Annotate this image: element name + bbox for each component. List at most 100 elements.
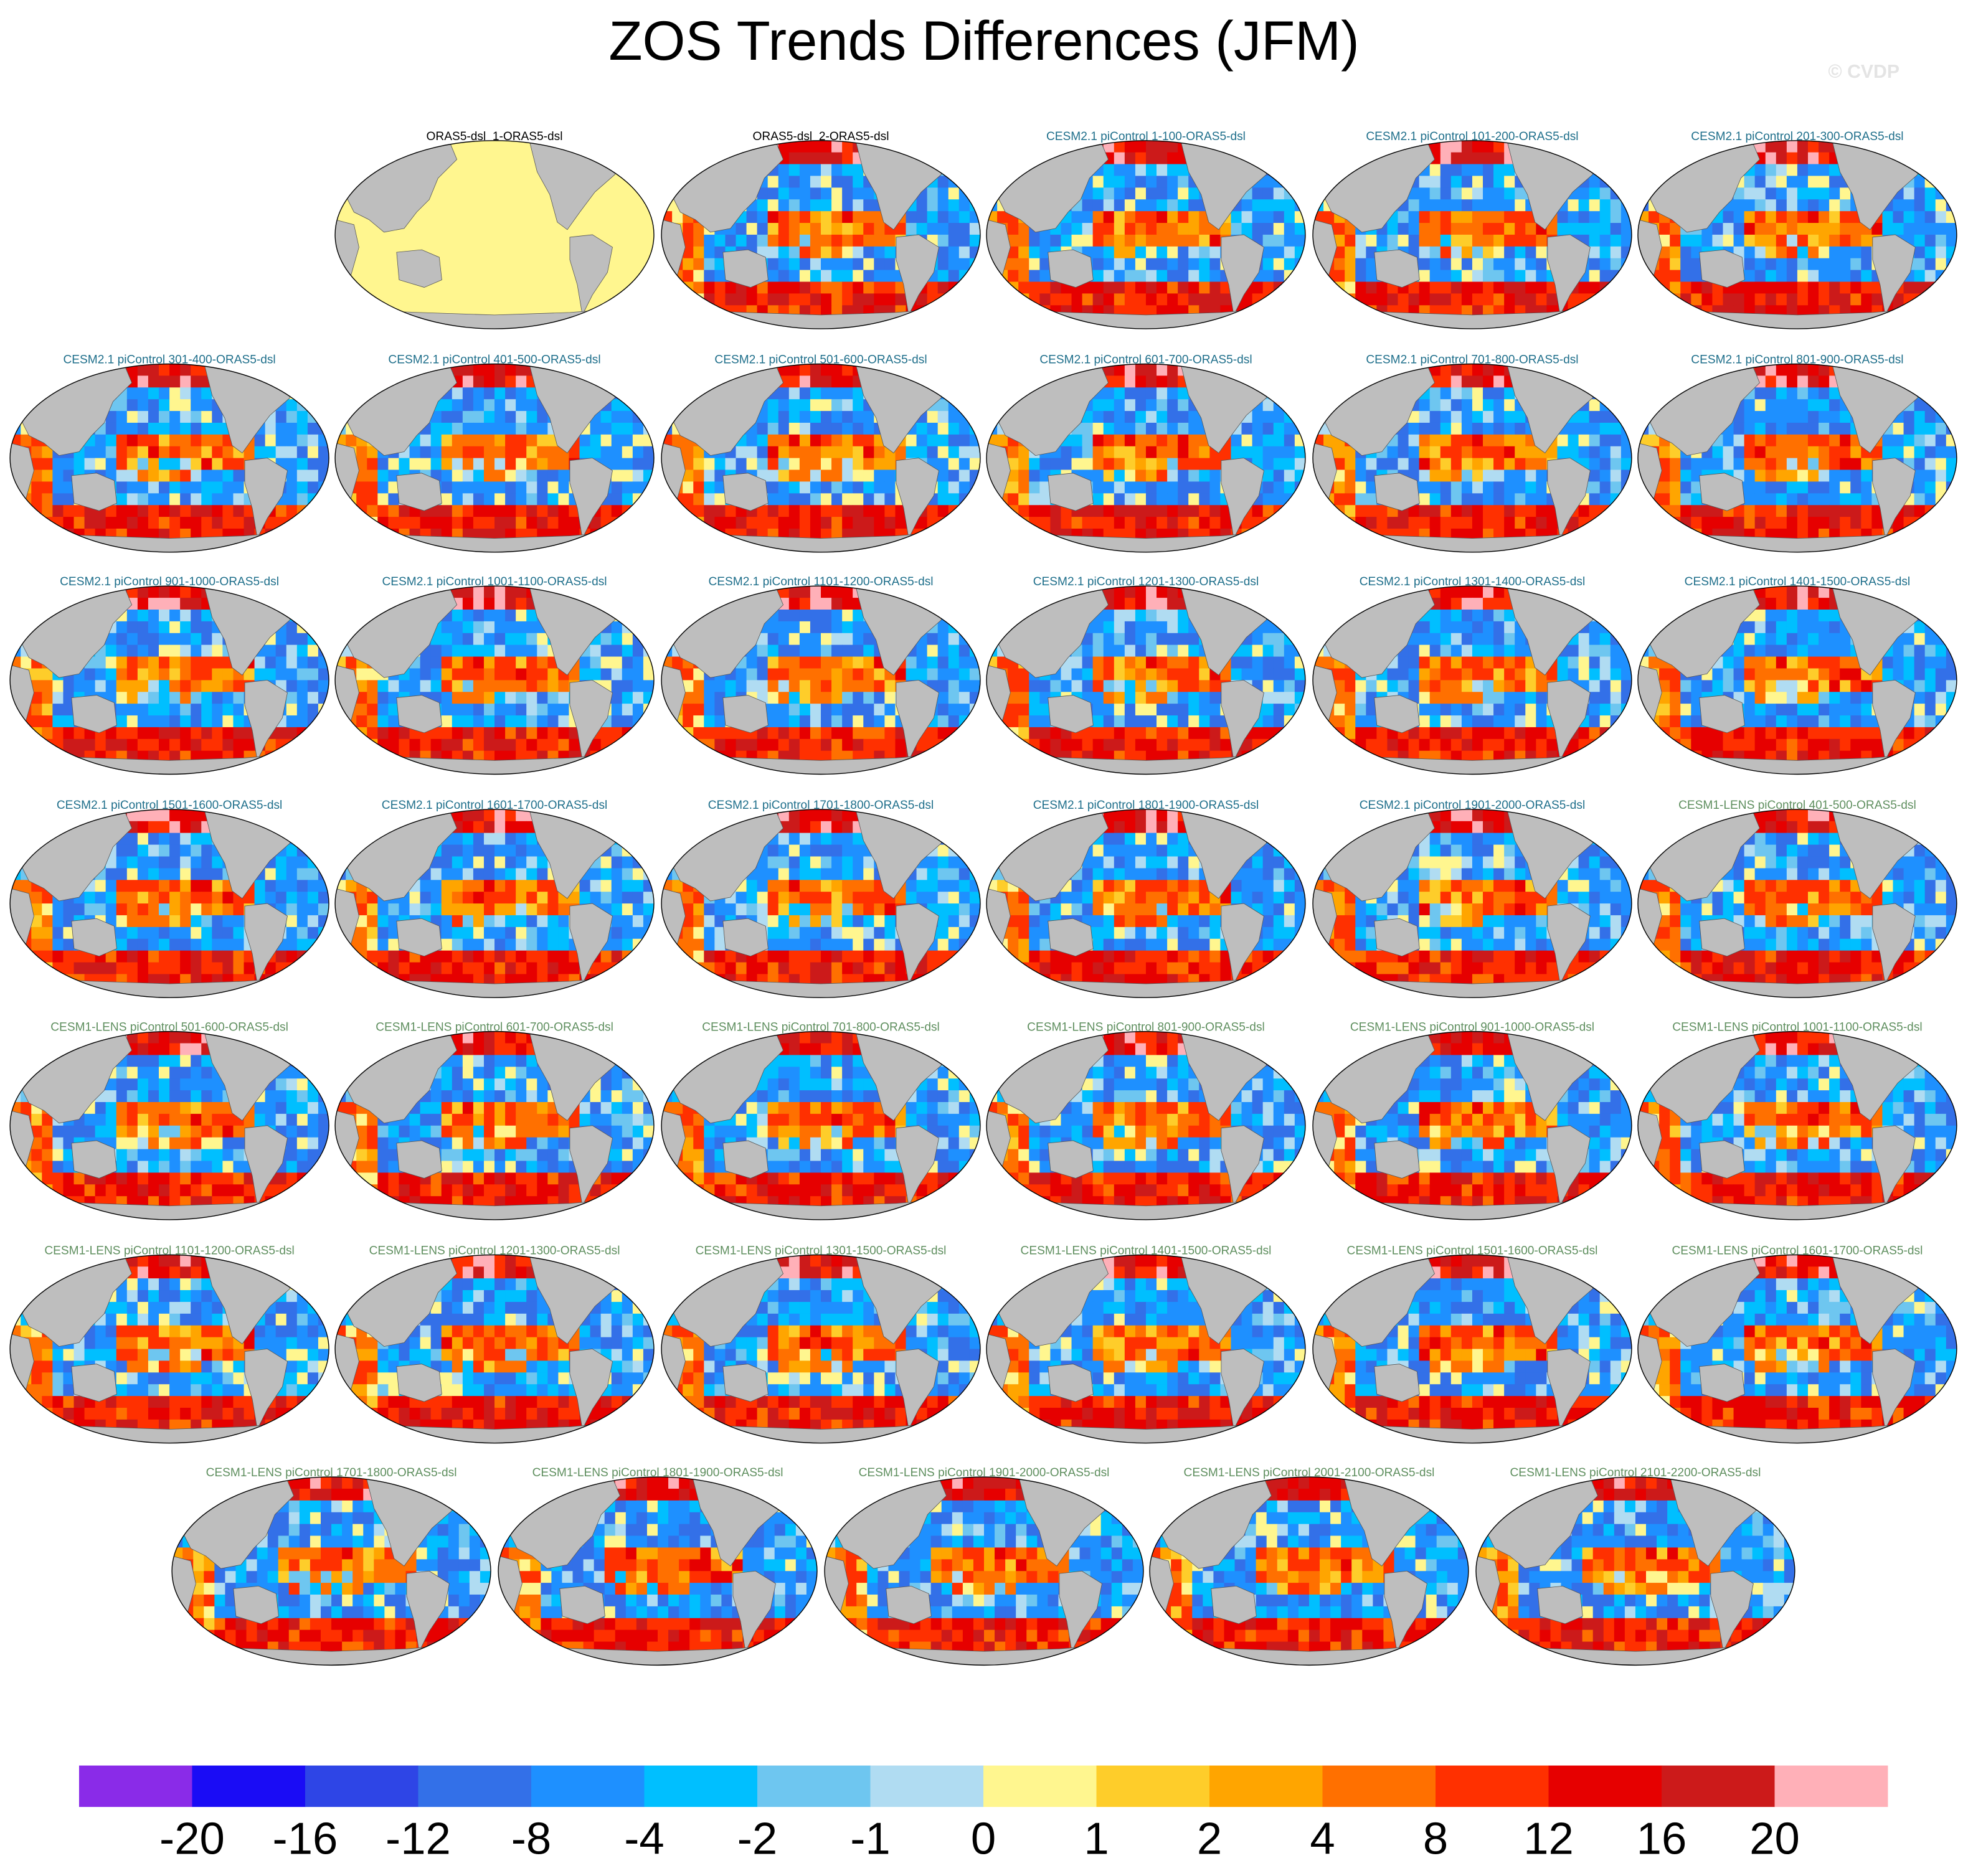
land xyxy=(569,234,613,316)
ocean-cell xyxy=(948,305,960,318)
ocean-cell xyxy=(1167,458,1178,471)
ocean-cell xyxy=(1935,529,1947,541)
ocean-cell xyxy=(473,517,485,529)
ocean-cell xyxy=(1733,199,1745,212)
ocean-cell xyxy=(1262,152,1274,165)
ocean-cell xyxy=(233,505,245,517)
ocean-cell xyxy=(1114,199,1125,212)
ocean-cell xyxy=(1546,517,1558,529)
ocean-cell xyxy=(1178,211,1189,224)
ocean-cell xyxy=(148,387,159,400)
ocean-cell xyxy=(1807,258,1819,271)
ocean-cell xyxy=(1776,481,1787,494)
ocean-cell xyxy=(1461,364,1473,376)
ocean-cell xyxy=(874,234,885,247)
ocean-cell xyxy=(1050,505,1062,517)
ocean-cell xyxy=(1345,270,1356,283)
ocean-cell xyxy=(356,458,367,471)
ocean-cell xyxy=(1273,140,1285,153)
ocean-cell xyxy=(558,481,570,494)
ocean-cell xyxy=(1819,493,1830,506)
ocean-cell xyxy=(1776,493,1787,506)
ocean-cell xyxy=(1124,234,1136,247)
ocean-cell xyxy=(1313,281,1324,294)
ocean-cell xyxy=(1387,317,1399,329)
ocean-cell xyxy=(853,446,864,459)
ocean-cell xyxy=(42,493,53,506)
ocean-cell xyxy=(1273,540,1285,552)
ocean-cell xyxy=(1914,434,1926,447)
ocean-cell xyxy=(683,364,694,376)
ocean-cell xyxy=(1334,164,1345,177)
ocean-cell xyxy=(1450,375,1462,388)
ocean-cell xyxy=(105,422,117,435)
ocean-cell xyxy=(1209,281,1221,294)
ocean-cell xyxy=(1273,164,1285,177)
ocean-cell xyxy=(73,529,85,541)
ocean-cell xyxy=(526,446,537,459)
ocean-cell xyxy=(1273,434,1285,447)
ocean-cell xyxy=(1008,529,1019,541)
ocean-cell xyxy=(821,364,832,376)
ocean-cell xyxy=(1610,399,1622,412)
ocean-cell xyxy=(346,505,357,517)
ocean-cell xyxy=(126,422,138,435)
ocean-cell xyxy=(799,223,811,235)
ocean-cell xyxy=(116,434,128,447)
ocean-cell xyxy=(948,258,960,271)
ocean-cell xyxy=(1334,469,1345,483)
ocean-cell xyxy=(1637,493,1649,506)
ocean-cell xyxy=(1819,187,1830,200)
ocean-cell xyxy=(874,270,885,283)
ocean-cell xyxy=(1440,469,1452,483)
ocean-cell xyxy=(1744,481,1756,494)
ocean-cell xyxy=(63,529,75,541)
ocean-cell xyxy=(1525,505,1536,517)
ocean-cell xyxy=(1419,517,1431,529)
ocean-cell xyxy=(42,469,53,483)
ocean-cell xyxy=(1829,517,1840,529)
ocean-cell xyxy=(1733,505,1745,517)
ocean-cell xyxy=(958,211,970,224)
ocean-cell xyxy=(1733,446,1745,459)
ocean-cell xyxy=(1376,317,1388,329)
ocean-cell xyxy=(736,293,747,306)
ocean-cell xyxy=(1691,317,1702,329)
ocean-cell xyxy=(884,517,896,529)
ocean-cell xyxy=(1797,270,1809,283)
ocean-cell xyxy=(1114,469,1125,483)
ocean-cell xyxy=(399,529,410,541)
ocean-cell xyxy=(863,258,874,271)
ocean-cell xyxy=(1231,434,1242,447)
ocean-cell xyxy=(1914,458,1926,471)
ocean-cell xyxy=(265,434,277,447)
ocean-cell xyxy=(788,176,800,188)
ocean-cell xyxy=(1355,140,1366,153)
ocean-cell xyxy=(1082,517,1094,529)
ocean-cell xyxy=(1334,223,1345,235)
ocean-cell xyxy=(1472,434,1483,447)
ocean-cell xyxy=(1914,446,1926,459)
ocean-cell xyxy=(1387,234,1399,247)
ocean-cell xyxy=(494,411,506,423)
ocean-cell xyxy=(516,411,527,423)
ocean-cell xyxy=(842,505,853,517)
ocean-cell xyxy=(1082,281,1094,294)
ocean-cell xyxy=(1061,540,1072,552)
ocean-cell xyxy=(1124,211,1136,224)
ocean-cell xyxy=(10,387,21,400)
ocean-cell xyxy=(969,164,980,177)
ocean-cell xyxy=(1220,517,1232,529)
ocean-cell xyxy=(1620,293,1632,306)
ocean-cell xyxy=(307,505,319,517)
ocean-cell xyxy=(63,540,75,552)
map-panel xyxy=(10,586,329,775)
ocean-cell xyxy=(1914,411,1926,423)
ocean-cell xyxy=(997,505,1008,517)
ocean-cell xyxy=(1199,481,1210,494)
ocean-cell xyxy=(1029,305,1040,318)
ocean-cell xyxy=(821,469,832,483)
ocean-cell xyxy=(1620,258,1632,271)
ocean-cell xyxy=(10,621,21,634)
ocean-cell xyxy=(191,411,202,423)
